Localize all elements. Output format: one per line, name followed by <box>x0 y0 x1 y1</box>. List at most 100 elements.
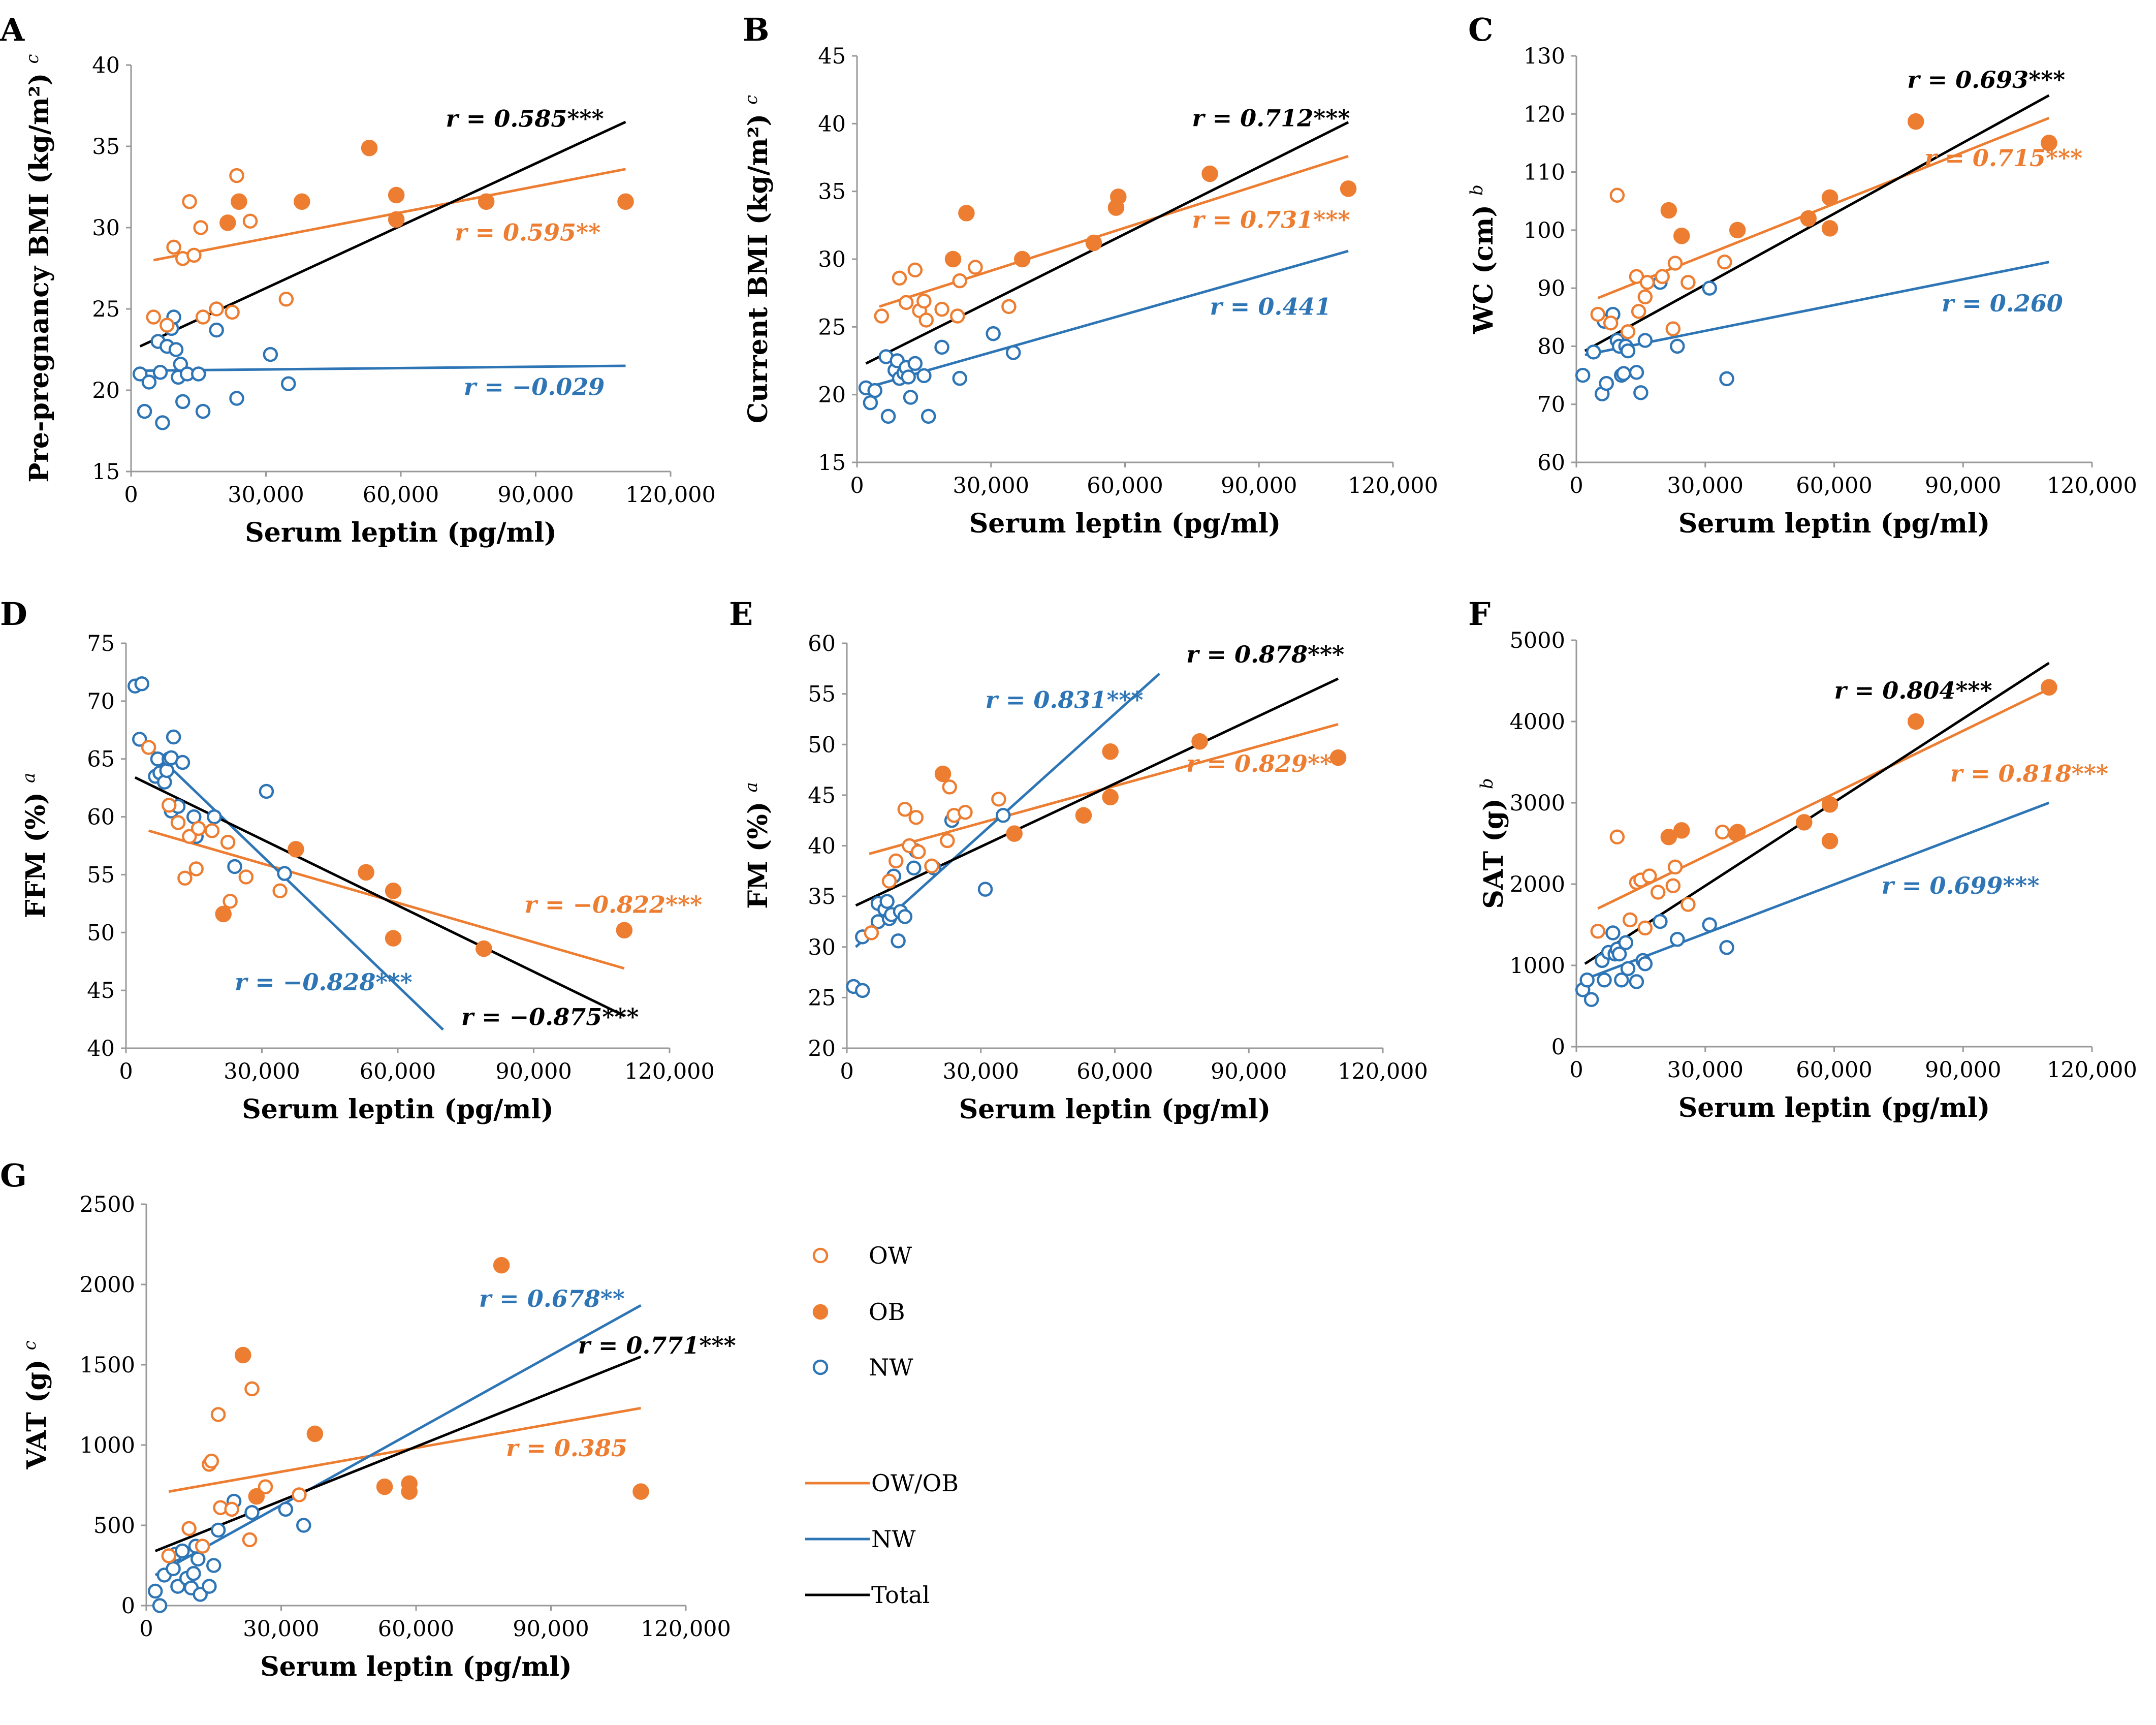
correlation-label-owob: r = 0.385 <box>506 1434 627 1462</box>
ob-point <box>475 940 492 957</box>
nw-point <box>1719 940 1734 955</box>
ow-point <box>942 779 957 795</box>
nw-point <box>867 383 882 398</box>
nw-point <box>1653 914 1668 929</box>
y-axis-title: VAT (g) c <box>20 1340 52 1469</box>
x-tick-label: 30,000 <box>943 1059 1019 1084</box>
ow-point <box>1665 321 1681 336</box>
panel-f: F 0 1000 2000 3000 4000 5000 0 30,000 60,000 90,00… <box>1468 595 2137 1123</box>
y-axis-title: FFM (%) a <box>19 773 51 919</box>
y-tick-label: 0 <box>121 1593 135 1619</box>
panel-letter: E <box>729 595 753 633</box>
x-tick-label: 60,000 <box>363 482 439 508</box>
ob-point <box>235 1346 251 1364</box>
y-tick-label: 65 <box>87 747 115 772</box>
ow-point <box>210 1407 226 1422</box>
ob-point <box>1110 189 1127 205</box>
x-tick-label: 60,000 <box>1076 1059 1153 1084</box>
ow-point <box>193 220 208 235</box>
nw-point <box>1637 956 1653 971</box>
nw-point <box>891 933 906 949</box>
nw-point <box>901 369 916 385</box>
nw-point <box>1575 367 1591 383</box>
ob-point <box>616 922 633 938</box>
x-tick-label: 0 <box>850 473 864 498</box>
y-tick-label: 1000 <box>1510 953 1565 979</box>
x-tick-label: 120,000 <box>2047 1057 2137 1083</box>
ow-point <box>195 309 211 325</box>
y-axis-superscript: a <box>19 773 39 783</box>
ob-point <box>219 214 236 231</box>
ow-point <box>950 308 965 324</box>
y-tick-label: 35 <box>92 134 120 160</box>
ob-point <box>934 765 952 782</box>
y-tick-label: 60 <box>808 631 836 656</box>
y-tick-label: 40 <box>808 834 836 859</box>
ob-point <box>215 905 232 923</box>
nw-point <box>934 339 949 355</box>
ow-point <box>1609 829 1625 844</box>
nw-trend-line <box>1584 801 2050 981</box>
correlation-label-owob: r = −0.822*** <box>525 891 703 919</box>
ob-point <box>1340 180 1357 197</box>
ow-point <box>958 804 973 820</box>
x-axis-title: Serum leptin (pg/ml) <box>260 1651 572 1682</box>
ow-point <box>1609 187 1625 203</box>
ow-point <box>888 853 904 869</box>
nw-point <box>986 326 1001 341</box>
y-tick-label: 50 <box>87 920 115 946</box>
nw-point <box>1629 974 1644 989</box>
correlation-label-owob: r = 0.731*** <box>1192 206 1350 234</box>
legend-label-ow: OW <box>869 1242 912 1269</box>
ow-point <box>161 1548 176 1563</box>
ow-point <box>1639 274 1655 290</box>
ow-point <box>223 894 238 909</box>
x-tick-label: 30,000 <box>228 482 304 508</box>
y-tick-label: 70 <box>87 689 115 714</box>
y-tick-label: 55 <box>87 862 115 888</box>
ob-point <box>2041 135 2057 151</box>
ow-point <box>1637 920 1653 936</box>
nw-point <box>863 395 878 411</box>
x-axis-title: Serum leptin (pg/ml) <box>245 517 557 548</box>
ob-point <box>1085 234 1102 252</box>
ob-point <box>1729 222 1746 239</box>
x-axis-title: Serum leptin (pg/ml) <box>959 1094 1271 1125</box>
ow-point <box>952 273 967 289</box>
nw-point <box>1611 946 1627 962</box>
ow-point <box>924 858 939 874</box>
legend-marker-ow <box>812 1247 829 1264</box>
panel-c: C 60 70 80 90 100 110 120 130 0 30,000 60,000 90,000… <box>1467 11 2137 539</box>
y-tick-label: 60 <box>1537 450 1565 476</box>
ob-point <box>388 186 405 204</box>
ow-point <box>1001 299 1017 315</box>
nw-point <box>1719 371 1734 387</box>
ob-point <box>1907 713 1924 730</box>
x-tick-label: 120,000 <box>641 1616 731 1642</box>
x-tick-label: 90,000 <box>495 1059 572 1084</box>
nw-point <box>1637 333 1653 348</box>
panel-letter: G <box>0 1157 27 1194</box>
nw-point <box>277 866 292 881</box>
correlation-label-total: r = 0.693*** <box>1907 66 2065 93</box>
ow-point <box>864 925 879 940</box>
ow-point <box>182 829 197 844</box>
ob-point <box>385 930 402 947</box>
y-tick-label: 20 <box>818 383 846 408</box>
ob-point <box>617 193 634 210</box>
panel-e: E 20 25 30 35 40 45 50 55 60 0 30,000 60,000 90,000 12… <box>729 595 1428 1125</box>
y-tick-label: 1500 <box>80 1353 135 1378</box>
y-axis-superscript: c <box>741 95 762 105</box>
nw-point <box>191 366 206 382</box>
y-axis-superscript: b <box>1477 778 1497 789</box>
ob-point <box>1006 825 1023 842</box>
ow-point <box>188 861 204 876</box>
ow-point <box>1631 304 1646 319</box>
ow-point <box>1665 878 1681 893</box>
ow-point <box>209 301 224 317</box>
nw-point <box>1583 992 1599 1007</box>
nw-point <box>977 882 993 897</box>
ow-point <box>892 270 907 286</box>
y-tick-label: 45 <box>87 978 115 1003</box>
x-tick-label: 60,000 <box>1796 473 1872 498</box>
